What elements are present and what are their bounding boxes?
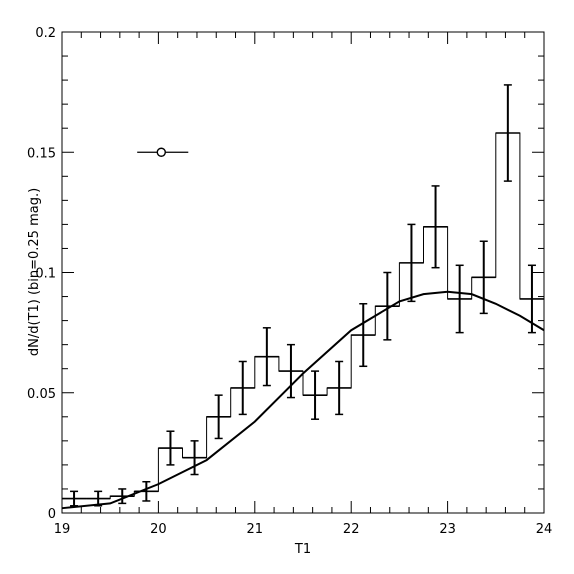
error-bar bbox=[214, 394, 223, 440]
error-bar bbox=[286, 343, 295, 399]
x-axis-label: T1 bbox=[294, 542, 311, 557]
x-tick-label: 20 bbox=[150, 522, 167, 537]
x-tick-label: 23 bbox=[439, 522, 456, 537]
y-tick-label: 0.15 bbox=[27, 146, 56, 161]
typical-error-marker bbox=[137, 147, 189, 157]
error-bar bbox=[335, 360, 344, 416]
error-bar bbox=[190, 440, 199, 476]
error-bar bbox=[262, 327, 271, 387]
y-tick-label: 0 bbox=[48, 507, 56, 522]
histogram-series bbox=[62, 132, 544, 500]
error-bar bbox=[503, 84, 512, 182]
error-bar bbox=[383, 271, 392, 341]
histogram-line bbox=[62, 132, 544, 500]
axis-ticks bbox=[61, 31, 545, 514]
plot-frame bbox=[61, 31, 545, 514]
y-axis-label: dN/d(T1) (bin=0.25 mag.) bbox=[27, 188, 42, 356]
error-bars bbox=[70, 84, 536, 507]
error-bar bbox=[142, 480, 151, 502]
model-curve-series bbox=[61, 290, 545, 510]
error-bar bbox=[431, 185, 440, 269]
error-bar bbox=[407, 223, 416, 303]
y-tick-label: 0.2 bbox=[35, 26, 56, 41]
marker-point bbox=[156, 147, 166, 157]
x-tick-label: 19 bbox=[54, 522, 71, 537]
y-tick-label: 0.1 bbox=[35, 267, 56, 282]
x-tick-label: 22 bbox=[343, 522, 360, 537]
error-bar bbox=[479, 240, 488, 315]
y-tick-label: 0.05 bbox=[27, 387, 56, 402]
tick-labels: 19 20 21 22 23 24 0 0.05 0.1 0.15 0.2 bbox=[27, 26, 552, 537]
error-bar bbox=[238, 360, 247, 416]
x-tick-label: 24 bbox=[536, 522, 553, 537]
error-bar bbox=[311, 370, 320, 420]
error-bar bbox=[166, 430, 175, 466]
model-curve bbox=[61, 290, 545, 510]
error-bar bbox=[455, 264, 464, 334]
x-tick-label: 21 bbox=[247, 522, 264, 537]
error-bar bbox=[118, 488, 127, 505]
error-bar bbox=[359, 303, 368, 368]
error-bar bbox=[527, 264, 536, 334]
